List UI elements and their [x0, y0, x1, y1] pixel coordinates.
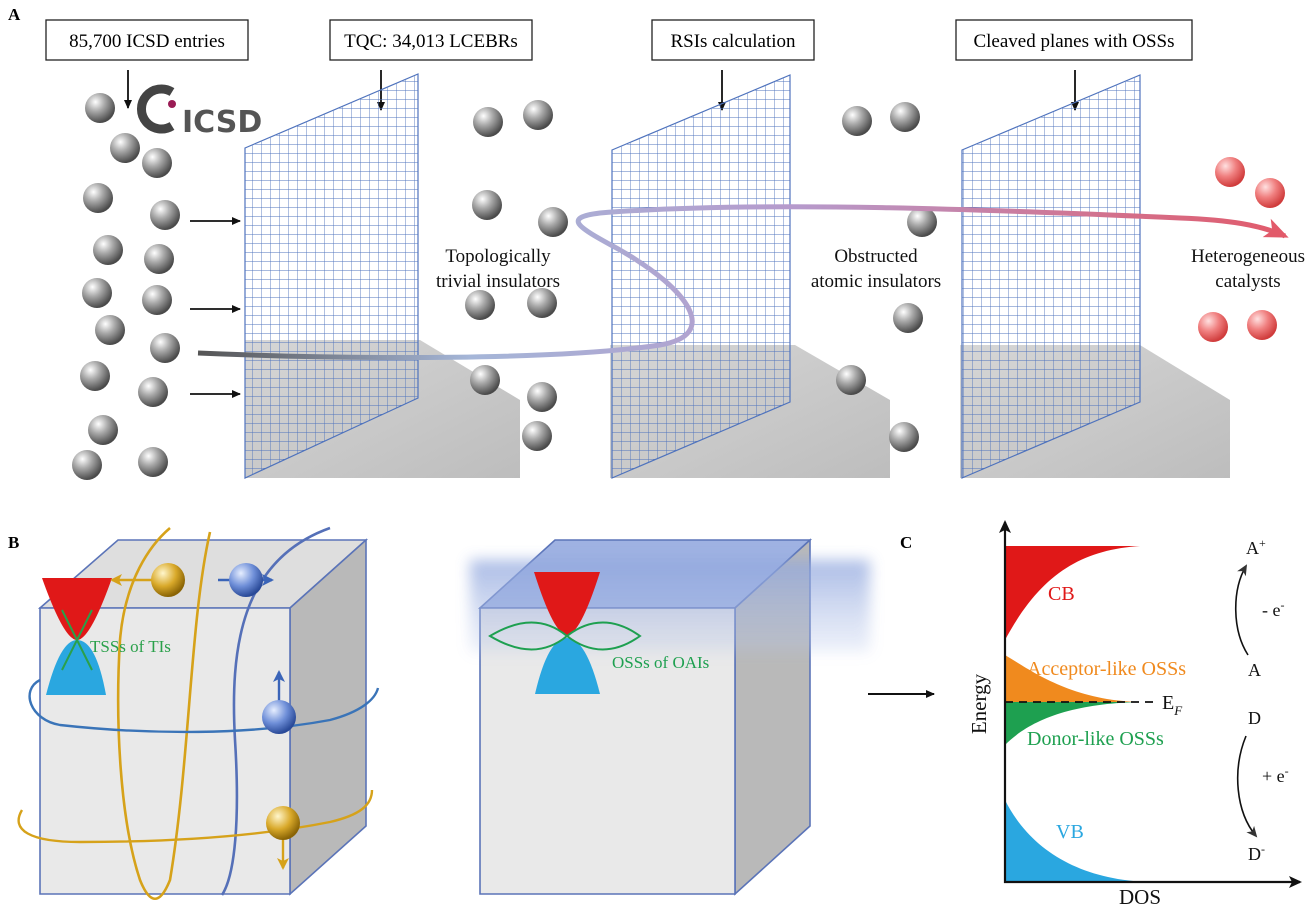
material-sphere [85, 93, 115, 123]
cone-bottom-ti [46, 640, 106, 695]
material-sphere [890, 102, 920, 132]
donor-oss-band [1005, 702, 1138, 745]
material-sphere [88, 415, 118, 445]
material-sphere [95, 315, 125, 345]
icsd-logo-text: ICSD [182, 105, 262, 140]
vb-label: VB [1056, 821, 1084, 843]
material-sphere [138, 377, 168, 407]
material-sphere [110, 133, 140, 163]
oxidation-arrow [1234, 564, 1249, 656]
stage-box-icsd: 85,700 ICSD entries [45, 19, 249, 61]
orbit-blue-horizontal [28, 678, 380, 734]
spin-ball-blue-1 [229, 563, 263, 597]
material-sphere [893, 303, 923, 333]
cone-bottom-oai [535, 638, 600, 694]
cube-oai [470, 538, 870, 896]
catalyst-sphere [1198, 312, 1228, 342]
stage-label-icsd: 85,700 ICSD entries [69, 31, 225, 52]
material-sphere [907, 207, 937, 237]
cone-top-ti [42, 578, 112, 640]
catalyst-spheres [1198, 157, 1285, 342]
material-sphere [527, 382, 557, 412]
oss-ribbon [488, 621, 642, 651]
material-sphere [82, 278, 112, 308]
catalyst-sphere [1215, 157, 1245, 187]
material-sphere [470, 365, 500, 395]
material-sphere [72, 450, 102, 480]
spin-ball-gold-1 [151, 563, 185, 597]
material-sphere [472, 190, 502, 220]
material-sphere [538, 207, 568, 237]
material-sphere [523, 100, 553, 130]
material-sphere [889, 422, 919, 452]
label-a-plus: A+ [1246, 536, 1266, 558]
stage-label-rsi: RSIs calculation [670, 31, 796, 52]
material-sphere [144, 244, 174, 274]
orbit-gold-horizontal [17, 789, 374, 844]
panel-label-b: B [8, 533, 19, 552]
label-trivial-2: trivial insulators [436, 271, 560, 292]
stage-box-tqc: TQC: 34,013 LCEBRs [329, 19, 533, 61]
material-sphere [150, 333, 180, 363]
spin-ball-blue-2 [262, 700, 296, 734]
material-sphere [527, 288, 557, 318]
material-sphere [150, 200, 180, 230]
grid-plane-2 [611, 74, 791, 479]
vb-band [1005, 800, 1150, 882]
grid-plane-1 [244, 73, 419, 479]
screening-path-arrow [197, 204, 1289, 361]
cb-band [1005, 546, 1140, 640]
cone-top-oai [534, 572, 600, 635]
panel-label-c: C [900, 533, 912, 552]
reduction-arrow [1236, 735, 1258, 838]
orbit-blue-vertical [220, 526, 331, 896]
material-sphere [522, 421, 552, 451]
stage-label-cleaved: Cleaved planes with OSSs [973, 31, 1174, 52]
label-d: D [1248, 708, 1261, 728]
stage-label-tqc: TQC: 34,013 LCEBRs [344, 31, 518, 52]
material-sphere [836, 365, 866, 395]
label-obstructed-1: Obstructed [834, 246, 918, 267]
acceptor-label: Acceptor-like OSSs [1027, 658, 1186, 680]
label-d-minus: D- [1248, 842, 1265, 864]
label-obstructed-2: atomic insulators [811, 271, 941, 292]
oss-label: OSSs of OAIs [612, 653, 709, 672]
label-plus-e: + e- [1262, 764, 1289, 786]
stage-box-cleaved: Cleaved planes with OSSs [955, 19, 1193, 61]
orbit-gold-vertical [116, 527, 212, 900]
cb-label: CB [1048, 583, 1075, 605]
fermi-label: EF [1162, 692, 1183, 718]
catalyst-sphere [1247, 310, 1277, 340]
cube-ti [37, 538, 369, 896]
material-spheres [72, 93, 937, 480]
stage-box-rsi: RSIs calculation [651, 19, 815, 61]
label-catalysts-1: Heterogeneous [1191, 246, 1305, 267]
label-a: A [1248, 660, 1261, 680]
tss-label: TSSs of TIs [90, 637, 171, 656]
material-sphere [138, 447, 168, 477]
tss-crossing-lines [61, 609, 93, 671]
material-sphere [842, 106, 872, 136]
material-sphere [142, 148, 172, 178]
material-sphere [93, 235, 123, 265]
catalyst-sphere [1255, 178, 1285, 208]
label-trivial-1: Topologically [445, 246, 551, 267]
icsd-logo: ICSD [137, 84, 262, 140]
acceptor-oss-band [1005, 655, 1138, 702]
material-sphere [465, 290, 495, 320]
label-minus-e: - e- [1262, 598, 1284, 620]
grid-plane-3 [961, 74, 1141, 479]
label-catalysts-2: catalysts [1215, 271, 1280, 292]
material-sphere [473, 107, 503, 137]
donor-label: Donor-like OSSs [1027, 728, 1164, 750]
panel-label-a: A [8, 5, 21, 24]
material-sphere [80, 361, 110, 391]
spin-ball-gold-2 [266, 806, 300, 840]
dos-axis-label: DOS [1119, 885, 1161, 908]
energy-axis-label: Energy [967, 673, 991, 734]
material-sphere [83, 183, 113, 213]
material-sphere [142, 285, 172, 315]
